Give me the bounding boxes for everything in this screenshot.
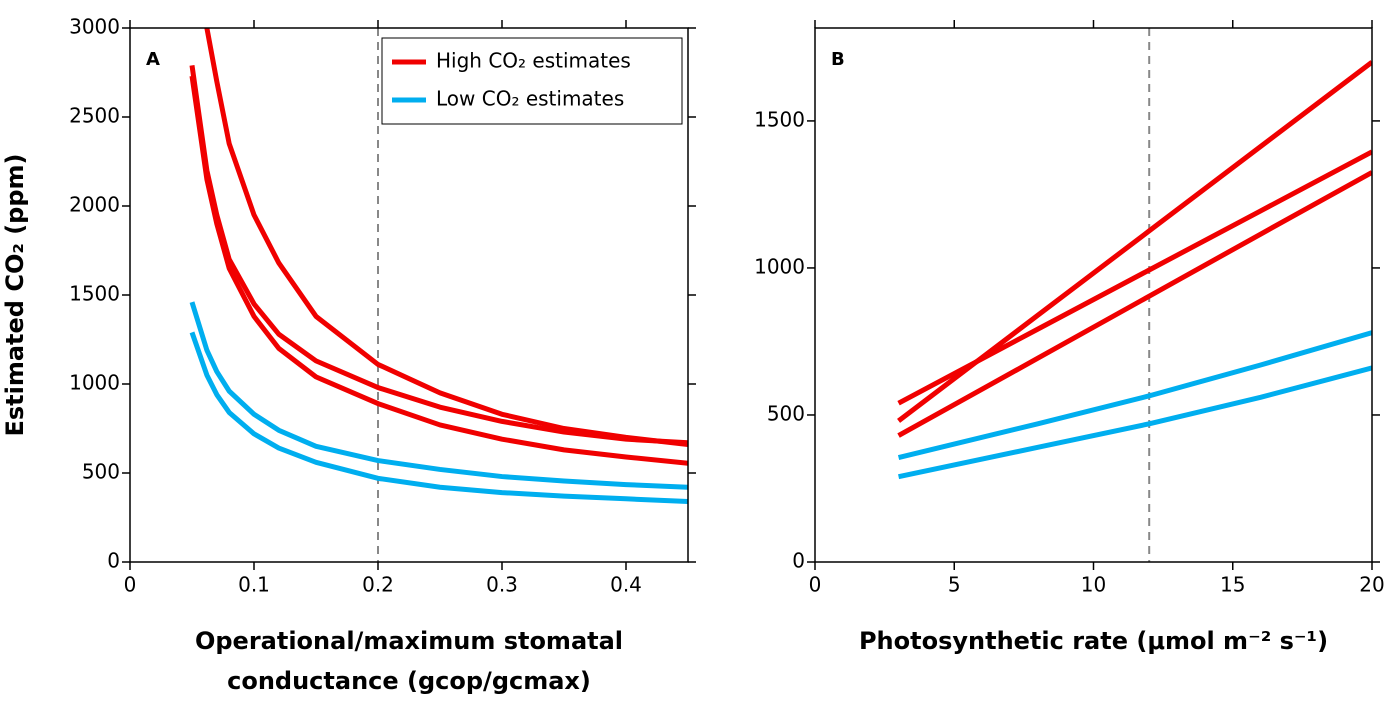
legend-box (381, 37, 683, 125)
panel-label: B (831, 49, 845, 70)
x-axis-label: conductance (gcop/gcmax) (227, 667, 591, 695)
y-tick-label: 3000 (69, 15, 120, 39)
x-tick-label: 20 (1359, 573, 1384, 597)
line-series (897, 60, 1372, 423)
x-axis-label: Operational/maximum stomatal (195, 627, 623, 655)
y-tick-label: 500 (82, 460, 120, 484)
line-series (204, 28, 688, 448)
line-series (898, 365, 1372, 480)
y-tick-label: 1000 (69, 371, 120, 395)
line-series (897, 170, 1372, 438)
y-tick-label: 2500 (69, 104, 120, 128)
x-tick-label: 10 (1081, 573, 1106, 597)
x-tick-label: 0.4 (610, 573, 642, 597)
y-tick-label: 0 (792, 549, 805, 573)
x-tick-label: 0 (124, 573, 137, 597)
line-series (189, 301, 688, 490)
x-tick-label: 0.3 (486, 573, 518, 597)
panel-label: A (146, 49, 160, 70)
x-axis-label: Photosynthetic rate (μmol m⁻² s⁻¹) (859, 627, 1328, 655)
x-tick-label: 0.1 (238, 573, 270, 597)
y-tick-label: 0 (107, 549, 120, 573)
x-tick-label: 0.2 (362, 573, 394, 597)
plot-frame (814, 27, 1373, 563)
y-axis-label: Estimated CO₂ (ppm) (1, 153, 29, 436)
y-tick-label: 2000 (69, 193, 120, 217)
y-tick-label: 1000 (754, 254, 805, 278)
plot-frame (129, 27, 689, 563)
x-tick-label: 5 (948, 573, 961, 597)
y-tick-label: 1500 (754, 107, 805, 131)
line-series (897, 330, 1372, 461)
y-tick-label: 500 (767, 401, 805, 425)
line-series (189, 75, 688, 466)
x-tick-label: 15 (1220, 573, 1245, 597)
legend-label: Low CO₂ estimates (436, 87, 624, 111)
x-tick-label: 0 (809, 573, 822, 597)
legend-label: High CO₂ estimates (436, 49, 631, 73)
y-tick-label: 1500 (69, 282, 120, 306)
line-series (897, 149, 1372, 406)
line-series (189, 331, 688, 504)
